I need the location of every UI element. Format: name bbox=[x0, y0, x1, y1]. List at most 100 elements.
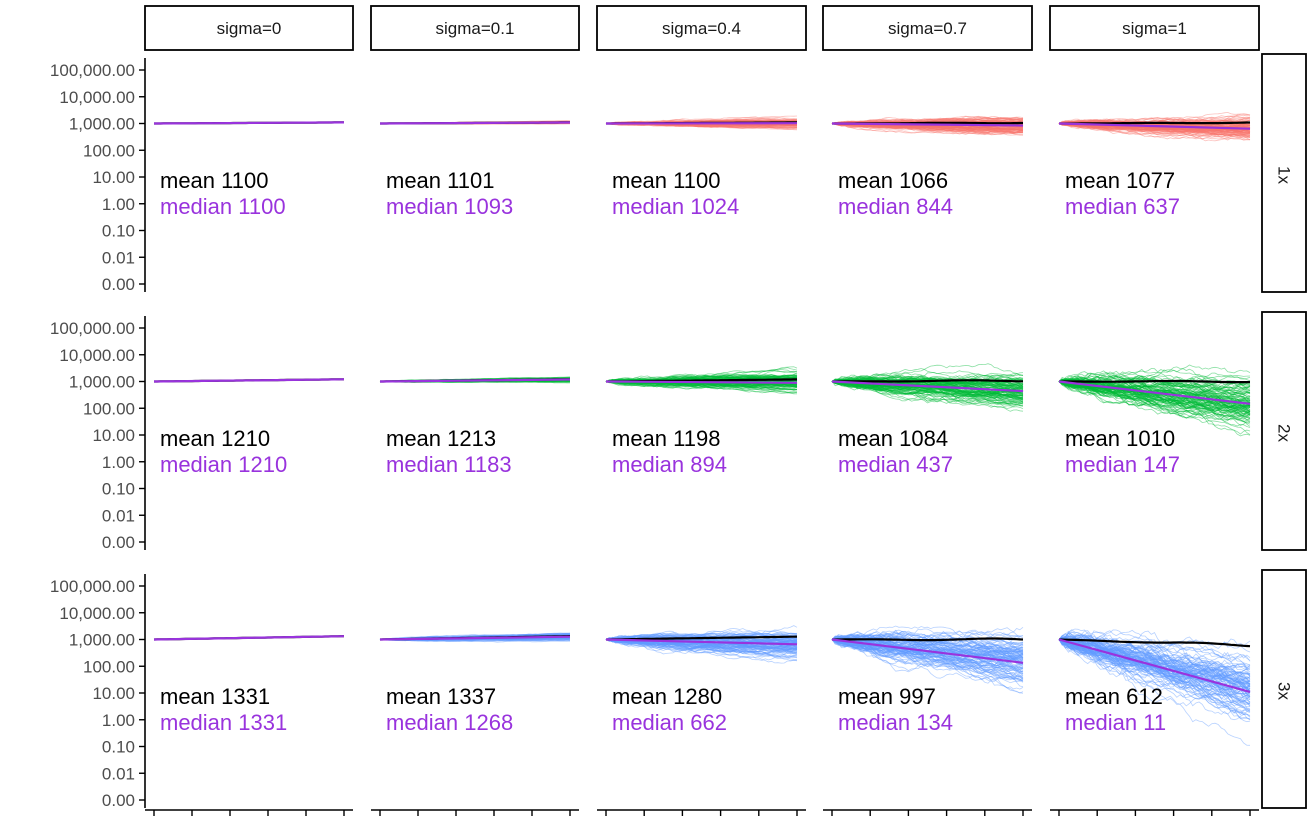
strip-box bbox=[370, 5, 580, 51]
simulation-path bbox=[831, 381, 1024, 400]
simulation-path bbox=[1058, 364, 1251, 383]
simulation-path bbox=[831, 639, 1024, 676]
simulation-path bbox=[605, 638, 798, 656]
simulation-path bbox=[831, 381, 1024, 404]
simulation-path bbox=[831, 639, 1024, 669]
simulation-path bbox=[831, 381, 1024, 403]
simulation-path bbox=[1058, 122, 1251, 138]
x-axis-4 bbox=[1050, 809, 1259, 816]
simulation-path bbox=[1058, 113, 1251, 125]
simulation-path bbox=[831, 123, 1024, 134]
simulation-path bbox=[380, 637, 570, 642]
simulation-path bbox=[831, 638, 1024, 673]
simulation-path bbox=[831, 381, 1024, 403]
simulation-path bbox=[605, 381, 798, 387]
simulation-path bbox=[831, 378, 1024, 399]
simulation-path bbox=[1058, 114, 1251, 125]
simulation-path bbox=[1058, 119, 1251, 129]
simulation-path bbox=[1058, 629, 1251, 672]
simulation-path bbox=[605, 375, 798, 382]
simulation-path bbox=[1058, 639, 1251, 720]
simulation-path bbox=[1058, 122, 1251, 129]
y-axis-2x: 100,000.00 10,000.00 1,000.00 100.00 10.00 1.… bbox=[50, 316, 146, 552]
simulation-path bbox=[831, 381, 1024, 404]
simulation-path bbox=[605, 381, 798, 394]
strip-sigma-0-4: sigma=0.4 bbox=[596, 5, 807, 51]
y-tick-label: 10.00 bbox=[92, 168, 135, 187]
y-tick-label: 100,000.00 bbox=[50, 577, 135, 596]
simulation-path bbox=[831, 380, 1024, 400]
simulation-path bbox=[1058, 634, 1251, 703]
simulation-path bbox=[605, 381, 798, 391]
simulation-path bbox=[831, 381, 1024, 406]
y-tick-label: 10.00 bbox=[92, 426, 135, 445]
simulation-path bbox=[1058, 379, 1251, 426]
simulation-path bbox=[831, 637, 1024, 656]
median-line bbox=[379, 635, 571, 641]
simulation-path bbox=[831, 373, 1024, 387]
simulation-path bbox=[831, 633, 1024, 654]
median-label: median 1024 bbox=[612, 194, 739, 219]
simulation-path bbox=[1058, 380, 1251, 413]
simulation-path bbox=[831, 639, 1024, 694]
median-line bbox=[1058, 638, 1251, 693]
simulation-path bbox=[831, 638, 1024, 679]
simulation-path bbox=[1058, 639, 1251, 672]
simulation-path bbox=[605, 380, 798, 388]
simulation-path bbox=[831, 638, 1024, 671]
simulation-path bbox=[1058, 639, 1251, 692]
simulation-path bbox=[831, 375, 1024, 392]
simulation-path bbox=[831, 639, 1024, 673]
simulation-path bbox=[1058, 639, 1251, 686]
mean-label: mean 1010 bbox=[1065, 426, 1175, 451]
simulation-path bbox=[1058, 122, 1251, 136]
simulation-path bbox=[832, 633, 1024, 659]
simulation-path bbox=[605, 381, 797, 395]
simulation-path bbox=[605, 381, 797, 394]
y-tick-label: 0.10 bbox=[102, 480, 135, 499]
simulation-path bbox=[1058, 631, 1251, 711]
simulation-path bbox=[831, 375, 1024, 391]
median-label: median 1093 bbox=[386, 194, 513, 219]
y-tick-label: 0.01 bbox=[102, 506, 135, 525]
simulation-path bbox=[1058, 639, 1251, 716]
simulation-path bbox=[1058, 381, 1251, 398]
median-line bbox=[379, 378, 571, 383]
y-tick-label: 10.00 bbox=[92, 684, 135, 703]
median-label: median 637 bbox=[1065, 194, 1180, 219]
median-line bbox=[831, 638, 1024, 664]
simulation-path bbox=[606, 122, 798, 128]
y-tick-label: 1,000.00 bbox=[69, 115, 135, 134]
simulation-path bbox=[1058, 381, 1251, 414]
simulation-path bbox=[831, 122, 1024, 131]
simulation-path bbox=[831, 637, 1024, 664]
simulation-path bbox=[605, 381, 798, 391]
simulation-path bbox=[1058, 634, 1251, 683]
simulation-path bbox=[1058, 122, 1251, 136]
simulation-path bbox=[831, 637, 1024, 658]
simulation-path bbox=[605, 631, 798, 642]
simulation-path bbox=[606, 635, 798, 648]
simulation-path bbox=[831, 638, 1024, 678]
y-tick-label: 1.00 bbox=[102, 195, 135, 214]
simulation-path bbox=[831, 373, 1024, 383]
simulation-path bbox=[605, 374, 798, 383]
simulation-path bbox=[1058, 122, 1251, 136]
median-label: median 147 bbox=[1065, 452, 1180, 477]
simulation-path bbox=[831, 123, 1024, 130]
simulation-path bbox=[1058, 635, 1251, 714]
y-axis-3x: 100,000.00 10,000.00 1,000.00 100.00 10.00 1.… bbox=[50, 574, 146, 810]
simulation-path bbox=[1058, 639, 1251, 677]
strip-box bbox=[1261, 311, 1307, 551]
strip-label: sigma=0 bbox=[217, 19, 282, 38]
mean-label: mean 1337 bbox=[386, 684, 496, 709]
median-label: median 894 bbox=[612, 452, 727, 477]
simulation-path bbox=[831, 363, 1024, 384]
simulation-path bbox=[605, 367, 798, 383]
simulation-path bbox=[831, 381, 1024, 399]
simulation-path bbox=[1058, 381, 1251, 435]
simulation-path bbox=[605, 625, 798, 641]
simulation-path bbox=[1058, 639, 1251, 685]
